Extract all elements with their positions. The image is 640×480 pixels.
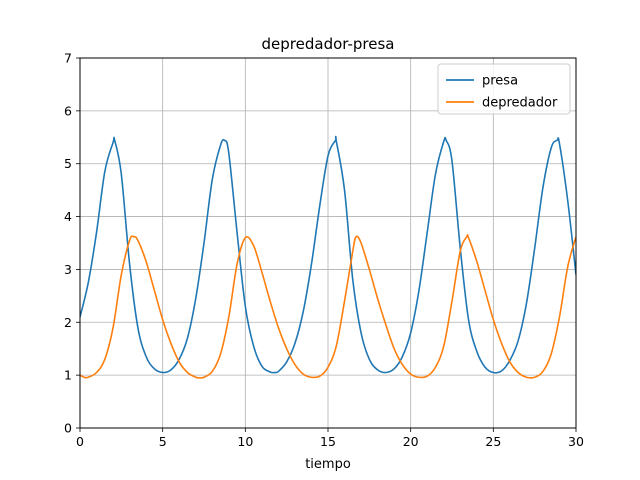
y-tick-label: 4 <box>64 209 72 224</box>
chart-title: depredador-presa <box>262 35 395 53</box>
ticks: 0 5 10 15 20 25 30 0 1 2 3 4 5 6 7 <box>64 51 584 450</box>
y-tick-label: 1 <box>64 368 72 383</box>
legend-label-depredador: depredador <box>482 96 558 111</box>
x-tick-label: 5 <box>159 434 167 449</box>
series-line-depredador <box>80 234 576 379</box>
x-axis-label: tiempo <box>305 457 351 472</box>
x-tick-label: 20 <box>403 434 419 449</box>
legend: presa depredador <box>437 63 571 115</box>
legend-label-presa: presa <box>482 74 518 89</box>
y-tick-label: 0 <box>64 421 72 436</box>
y-tick-label: 5 <box>64 156 72 171</box>
x-tick-label: 25 <box>485 434 501 449</box>
x-tick-label: 10 <box>237 434 253 449</box>
y-tick-label: 7 <box>64 51 72 66</box>
y-tick-label: 6 <box>64 103 72 118</box>
y-tick-label: 2 <box>64 315 72 330</box>
y-tick-label: 3 <box>64 262 72 277</box>
series-line-presa <box>80 135 576 374</box>
series-layer <box>80 135 576 379</box>
x-tick-label: 30 <box>568 434 584 449</box>
x-tick-label: 15 <box>320 434 336 449</box>
x-tick-label: 0 <box>76 434 84 449</box>
